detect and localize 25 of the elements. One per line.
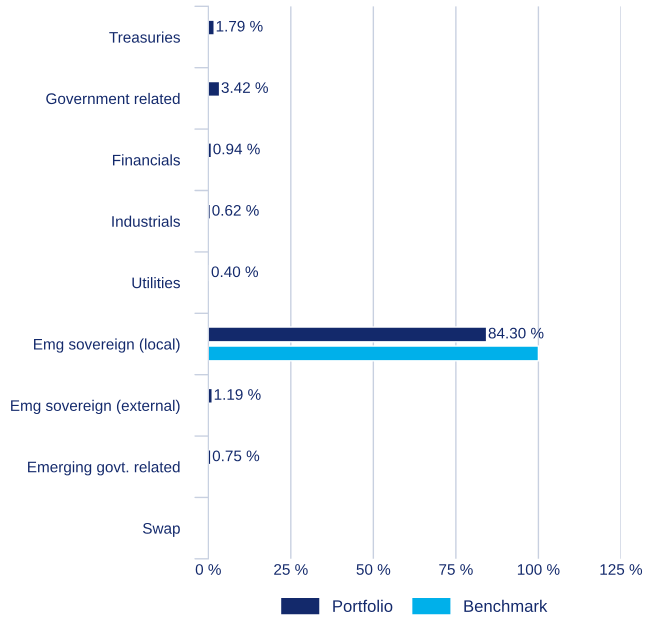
x-tick-label: 75 % <box>439 564 473 575</box>
y-tick-label: Financials <box>112 154 180 166</box>
y-tick-label: Swap <box>142 522 180 537</box>
x-tick-label: 125 % <box>600 564 642 575</box>
data-label: 3.42 % <box>222 82 268 94</box>
x-tick-label: 100 % <box>518 564 560 575</box>
data-label: 1.79 % <box>216 20 263 32</box>
data-label: 1.19 % <box>214 389 261 400</box>
y-tick-label: Emg sovereign (local) <box>34 338 180 353</box>
legend-label: Portfolio <box>333 600 392 612</box>
data-label: 84.30 % <box>488 328 544 339</box>
x-tick-label: 50 % <box>356 564 390 575</box>
y-tick-label: Treasuries <box>109 32 180 43</box>
legend-label: Benchmark <box>464 600 548 612</box>
y-tick-label: Emg sovereign (external) <box>11 400 180 414</box>
data-label: 0.62 % <box>212 204 259 216</box>
y-tick-label: Emerging govt. related <box>28 461 180 476</box>
y-tick-label: Government related <box>46 92 180 104</box>
x-tick-label: 25 % <box>274 564 308 575</box>
data-label: 0.94 % <box>213 144 260 154</box>
data-label: 0.75 % <box>212 450 260 462</box>
x-tick-label: 0 % <box>196 564 221 575</box>
data-label: 0.40 % <box>212 266 258 278</box>
y-tick-label: Utilities <box>132 277 180 288</box>
y-tick-label: Industrials <box>112 216 180 227</box>
